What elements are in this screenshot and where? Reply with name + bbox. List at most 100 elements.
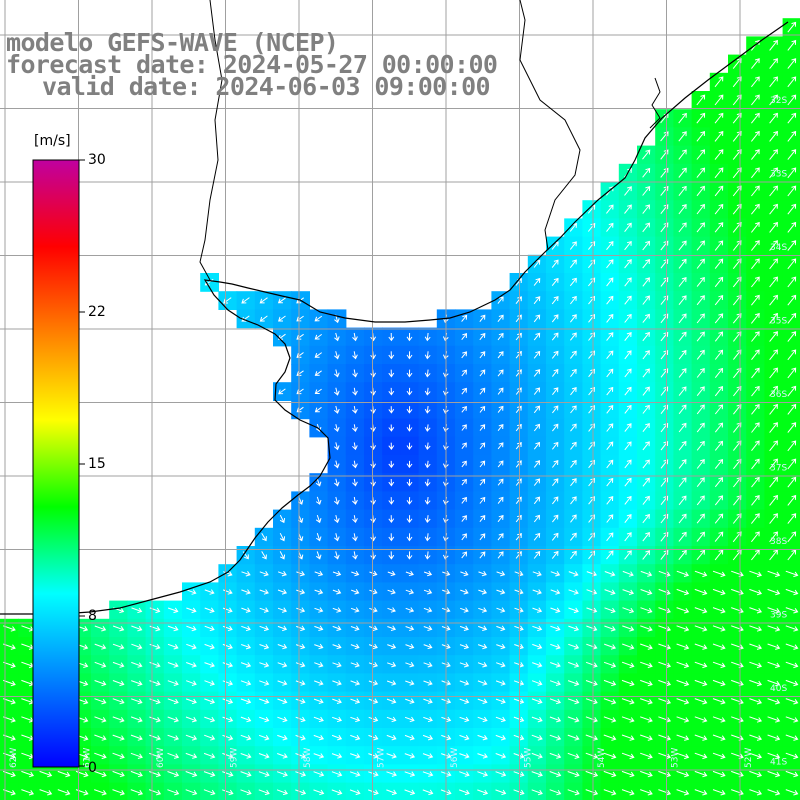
wind-arrow (477, 789, 489, 796)
wind-arrow (604, 607, 616, 614)
wind-arrow (787, 167, 797, 179)
wind-arrow (131, 698, 143, 705)
wind-arrow (186, 680, 197, 686)
wind-arrow (696, 203, 705, 215)
wind-arrow (94, 752, 107, 760)
wind-arrow (769, 76, 778, 88)
wind-arrow (333, 424, 340, 433)
wind-arrow (279, 514, 286, 524)
wind-arrow (642, 404, 650, 414)
wind-arrow (406, 442, 413, 450)
wind-arrow (696, 331, 705, 342)
wind-arrow (606, 313, 614, 323)
wind-arrow (606, 277, 614, 287)
wind-arrow (315, 514, 322, 524)
wind-arrow (424, 497, 431, 505)
wind-arrow (333, 442, 340, 451)
colorbar-tick-label: 30 (88, 152, 106, 168)
wind-arrow (479, 533, 486, 541)
wind-arrow (404, 716, 415, 723)
wind-arrow (386, 698, 397, 704)
wind-arrow (678, 240, 687, 251)
wind-arrow (259, 589, 269, 595)
wind-arrow (751, 476, 760, 488)
wind-arrow (676, 661, 690, 669)
wind-arrow (642, 441, 650, 451)
wind-arrow (785, 588, 799, 596)
wind-arrow (533, 296, 541, 305)
wind-arrow (21, 789, 35, 796)
wind-arrow (387, 570, 396, 577)
wind-arrow (314, 643, 324, 650)
wind-arrow (696, 513, 705, 524)
wind-arrow (751, 531, 760, 543)
wind-arrow (749, 789, 763, 796)
wind-arrow (606, 259, 614, 269)
wind-arrow (769, 349, 778, 361)
wind-arrow (552, 368, 559, 377)
wind-arrow (606, 332, 614, 341)
wind-arrow (333, 496, 340, 505)
wind-arrow (551, 314, 559, 323)
wind-arrow (112, 625, 125, 632)
wind-arrow (570, 295, 577, 305)
wind-arrow (423, 698, 433, 704)
wind-arrow (21, 770, 35, 778)
wind-arrow (606, 405, 614, 414)
wind-arrow (186, 589, 197, 595)
wind-arrow (533, 332, 541, 341)
wind-arrow (749, 570, 763, 578)
wind-arrow (749, 734, 763, 741)
wind-arrow (622, 589, 635, 596)
wind-arrow (603, 679, 617, 687)
wind-arrow (749, 625, 763, 632)
wind-arrow (461, 478, 467, 486)
wind-arrow (570, 405, 577, 414)
wind-arrow (551, 350, 559, 359)
wind-arrow (515, 332, 522, 341)
wind-arrow (313, 716, 324, 723)
wind-arrow (334, 351, 340, 360)
wind-arrow (333, 478, 340, 487)
longitude-label: 60W (156, 748, 166, 768)
wind-arrow (696, 295, 705, 306)
wind-arrow (767, 789, 781, 796)
wind-arrow (567, 698, 580, 705)
wind-arrow (148, 789, 162, 796)
wind-arrow (479, 515, 486, 523)
wind-arrow (714, 367, 724, 379)
wind-arrow (624, 186, 632, 196)
wind-arrow (495, 771, 507, 777)
wind-arrow (678, 549, 687, 561)
wind-arrow (369, 625, 378, 631)
wind-arrow (549, 698, 562, 705)
wind-arrow (694, 625, 708, 632)
wind-arrow (185, 698, 197, 705)
wind-arrow (570, 368, 577, 378)
wind-arrow (204, 607, 215, 613)
wind-arrow (694, 734, 708, 741)
wind-arrow (112, 643, 125, 650)
wind-arrow (296, 315, 304, 322)
wind-arrow (769, 294, 778, 306)
wind-arrow (461, 314, 468, 322)
wind-arrow (696, 313, 705, 324)
wind-arrow (642, 186, 651, 196)
wind-arrow (406, 387, 413, 396)
wind-arrow (112, 734, 125, 741)
wind-arrow (461, 369, 467, 377)
wind-arrow (387, 625, 397, 631)
wind-arrow (588, 241, 596, 250)
wind-arrow (331, 734, 343, 741)
wind-arrow (531, 789, 543, 796)
wind-arrow (405, 570, 414, 577)
wind-arrow (350, 607, 360, 613)
wind-arrow (712, 570, 726, 578)
wind-arrow (785, 770, 799, 778)
wind-arrow (94, 716, 107, 723)
wind-arrow (603, 661, 617, 668)
wind-arrow (567, 680, 580, 687)
wind-arrow (769, 58, 778, 69)
wind-arrow (406, 497, 413, 505)
wind-arrow (678, 440, 687, 451)
